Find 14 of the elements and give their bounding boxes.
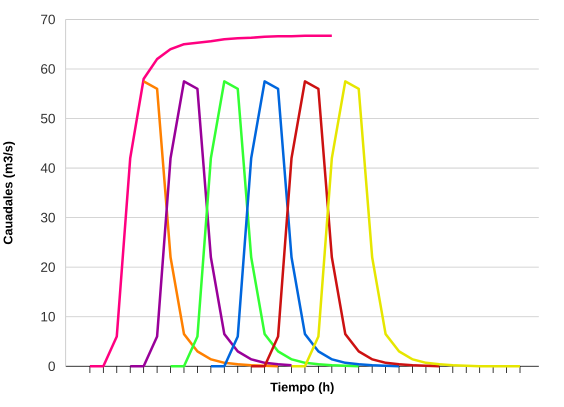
line-series [128, 80, 293, 368]
y-tick-label: 0 [48, 361, 55, 372]
y-tick-label: 30 [40, 212, 55, 222]
line-series [169, 80, 360, 368]
y-axis-title: Cauadales (m3/s) [3, 142, 15, 244]
line-series [250, 80, 441, 368]
y-tick-label: 20 [41, 262, 55, 272]
y-tick-label: 60 [41, 64, 55, 74]
y-tick-label: 50 [40, 114, 55, 124]
y-tick-label: 70 [41, 14, 55, 24]
y-tick-label: 10 [41, 312, 55, 322]
x-axis-title: Tiempo (h) [270, 382, 334, 394]
line-series [210, 80, 400, 368]
y-tick-label: 40 [40, 163, 55, 173]
